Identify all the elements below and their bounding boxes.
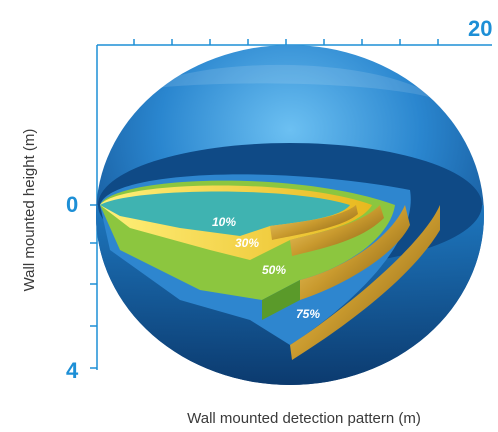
zone-50-edge bbox=[300, 205, 410, 300]
zone-10-edge bbox=[270, 205, 358, 240]
zone-10-surface bbox=[100, 191, 350, 236]
zone-label-30: 30% bbox=[235, 236, 259, 250]
x-axis-title: Wall mounted detection pattern (m) bbox=[187, 410, 421, 427]
y-axis-top-label: 0 bbox=[66, 192, 78, 217]
x-axis-max-label: 20 bbox=[468, 16, 492, 41]
detection-dome bbox=[96, 45, 484, 385]
zone-label-50: 50% bbox=[262, 263, 286, 277]
x-axis-ticks bbox=[133, 39, 439, 45]
zone-30-edge bbox=[290, 205, 384, 256]
y-axis-ticks bbox=[90, 204, 97, 369]
zone-label-75: 75% bbox=[296, 307, 320, 321]
zone-50-front bbox=[262, 280, 300, 320]
zone-labels: 10% 30% 50% 75% bbox=[212, 215, 320, 321]
zone-75-edge bbox=[290, 205, 440, 360]
axes bbox=[90, 39, 492, 370]
dome-highlight bbox=[140, 64, 440, 100]
y-axis-title: Wall mounted height (m) bbox=[21, 129, 38, 292]
y-axis-bottom-label: 4 bbox=[66, 358, 79, 383]
zone-label-10: 10% bbox=[212, 215, 236, 229]
